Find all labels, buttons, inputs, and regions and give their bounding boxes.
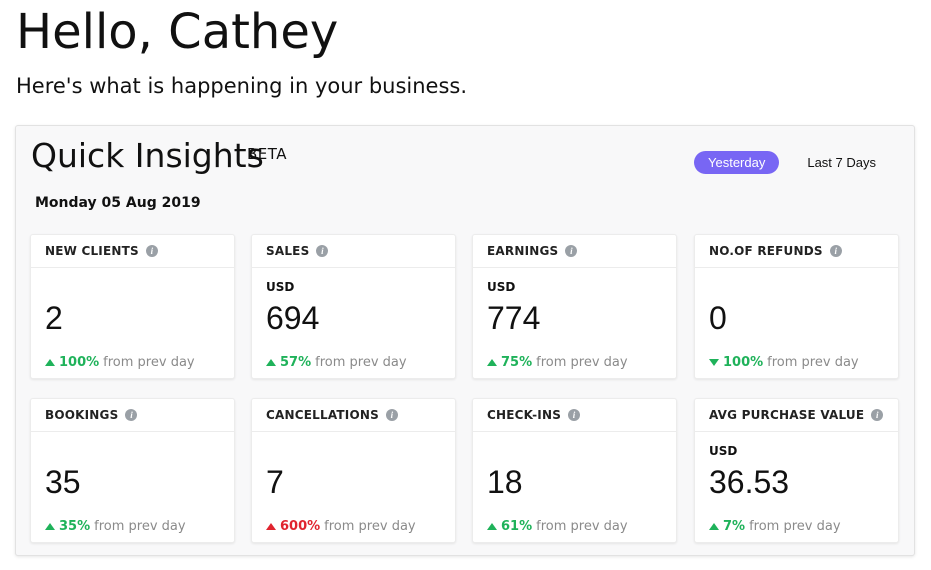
greeting-subtitle: Here's what is happening in your busines… (16, 74, 468, 98)
metric-card: SALES i USD 694 57% from prev day (251, 234, 456, 379)
metric-delta: 600% from prev day (266, 519, 416, 534)
arrow-up-icon (487, 359, 497, 366)
beta-badge: BETA (247, 145, 288, 163)
metric-delta-percent: 7% (723, 519, 746, 534)
quick-insights-panel: Quick Insights BETA Yesterday Last 7 Day… (15, 125, 915, 556)
metric-card: AVG PURCHASE VALUE i USD 36.53 7% from prev d… (694, 398, 899, 543)
metric-title: NO.OF REFUNDS (709, 244, 823, 258)
metric-card-header: NEW CLIENTS i (31, 235, 234, 268)
arrow-up-icon (45, 523, 55, 530)
metric-card-header: CANCELLATIONS i (252, 399, 455, 432)
metric-value: 774 (487, 300, 541, 336)
metric-card: CHECK-INS i 18 61% from prev day (472, 398, 677, 543)
metric-delta-percent: 100% (723, 355, 764, 370)
info-icon[interactable]: i (568, 409, 581, 421)
metric-delta: 35% from prev day (45, 519, 186, 534)
metric-card-header: BOOKINGS i (31, 399, 234, 432)
greeting-heading: Hello, Cathey (16, 4, 339, 60)
range-last-7-days-button[interactable]: Last 7 Days (793, 151, 890, 174)
arrow-up-icon (709, 523, 719, 530)
panel-title: Quick Insights (31, 136, 264, 175)
info-icon[interactable]: i (125, 409, 138, 421)
metric-delta: 57% from prev day (266, 355, 407, 370)
date-range-toggle: Yesterday Last 7 Days (694, 151, 890, 174)
info-icon[interactable]: i (565, 245, 578, 257)
metric-currency: USD (266, 280, 295, 294)
metric-delta-percent: 600% (280, 519, 321, 534)
metric-title: NEW CLIENTS (45, 244, 139, 258)
arrow-up-icon (487, 523, 497, 530)
insights-date: Monday 05 Aug 2019 (35, 195, 201, 211)
metric-delta-percent: 35% (59, 519, 91, 534)
info-icon[interactable]: i (316, 245, 329, 257)
metric-card-header: NO.OF REFUNDS i (695, 235, 898, 268)
metric-delta-percent: 61% (501, 519, 533, 534)
metric-delta-text: from prev day (536, 519, 628, 534)
metric-delta-percent: 100% (59, 355, 100, 370)
info-icon[interactable]: i (871, 409, 884, 421)
metric-delta-text: from prev day (749, 519, 841, 534)
metric-value: 694 (266, 300, 320, 336)
metric-delta: 100% from prev day (45, 355, 195, 370)
metric-card-header: CHECK-INS i (473, 399, 676, 432)
metric-currency: USD (487, 280, 516, 294)
arrow-up-icon (45, 359, 55, 366)
metric-value: 18 (487, 464, 523, 500)
metric-delta-percent: 57% (280, 355, 312, 370)
metric-value: 35 (45, 464, 81, 500)
metric-card: BOOKINGS i 35 35% from prev day (30, 398, 235, 543)
metric-value: 7 (266, 464, 284, 500)
info-icon[interactable]: i (385, 409, 398, 421)
metric-delta-text: from prev day (315, 355, 407, 370)
metric-title: CANCELLATIONS (266, 408, 379, 422)
arrow-up-icon (266, 523, 276, 530)
metric-delta-text: from prev day (103, 355, 195, 370)
info-icon[interactable]: i (145, 245, 158, 257)
metric-card-header: AVG PURCHASE VALUE i (695, 399, 898, 432)
metric-value: 0 (709, 300, 727, 336)
metric-title: BOOKINGS (45, 408, 119, 422)
metric-card: CANCELLATIONS i 7 600% from prev day (251, 398, 456, 543)
metric-delta-text: from prev day (536, 355, 628, 370)
metric-delta: 7% from prev day (709, 519, 841, 534)
metric-delta: 61% from prev day (487, 519, 628, 534)
arrow-up-icon (266, 359, 276, 366)
range-yesterday-button[interactable]: Yesterday (694, 151, 780, 174)
metric-delta: 75% from prev day (487, 355, 628, 370)
metric-delta-text: from prev day (94, 519, 186, 534)
metric-delta-text: from prev day (767, 355, 859, 370)
metric-delta: 100% from prev day (709, 355, 859, 370)
metric-card-header: EARNINGS i (473, 235, 676, 268)
metric-title: SALES (266, 244, 310, 258)
metric-delta-percent: 75% (501, 355, 533, 370)
metric-card-header: SALES i (252, 235, 455, 268)
metric-title: AVG PURCHASE VALUE (709, 408, 865, 422)
info-icon[interactable]: i (829, 245, 842, 257)
metric-currency: USD (709, 444, 738, 458)
metric-delta-text: from prev day (324, 519, 416, 534)
metric-card: NEW CLIENTS i 2 100% from prev day (30, 234, 235, 379)
metric-value: 36.53 (709, 464, 790, 500)
metric-card: EARNINGS i USD 774 75% from prev day (472, 234, 677, 379)
metric-title: CHECK-INS (487, 408, 562, 422)
metric-card: NO.OF REFUNDS i 0 100% from prev day (694, 234, 899, 379)
arrow-down-icon (709, 359, 719, 366)
metric-value: 2 (45, 300, 63, 336)
metric-title: EARNINGS (487, 244, 559, 258)
